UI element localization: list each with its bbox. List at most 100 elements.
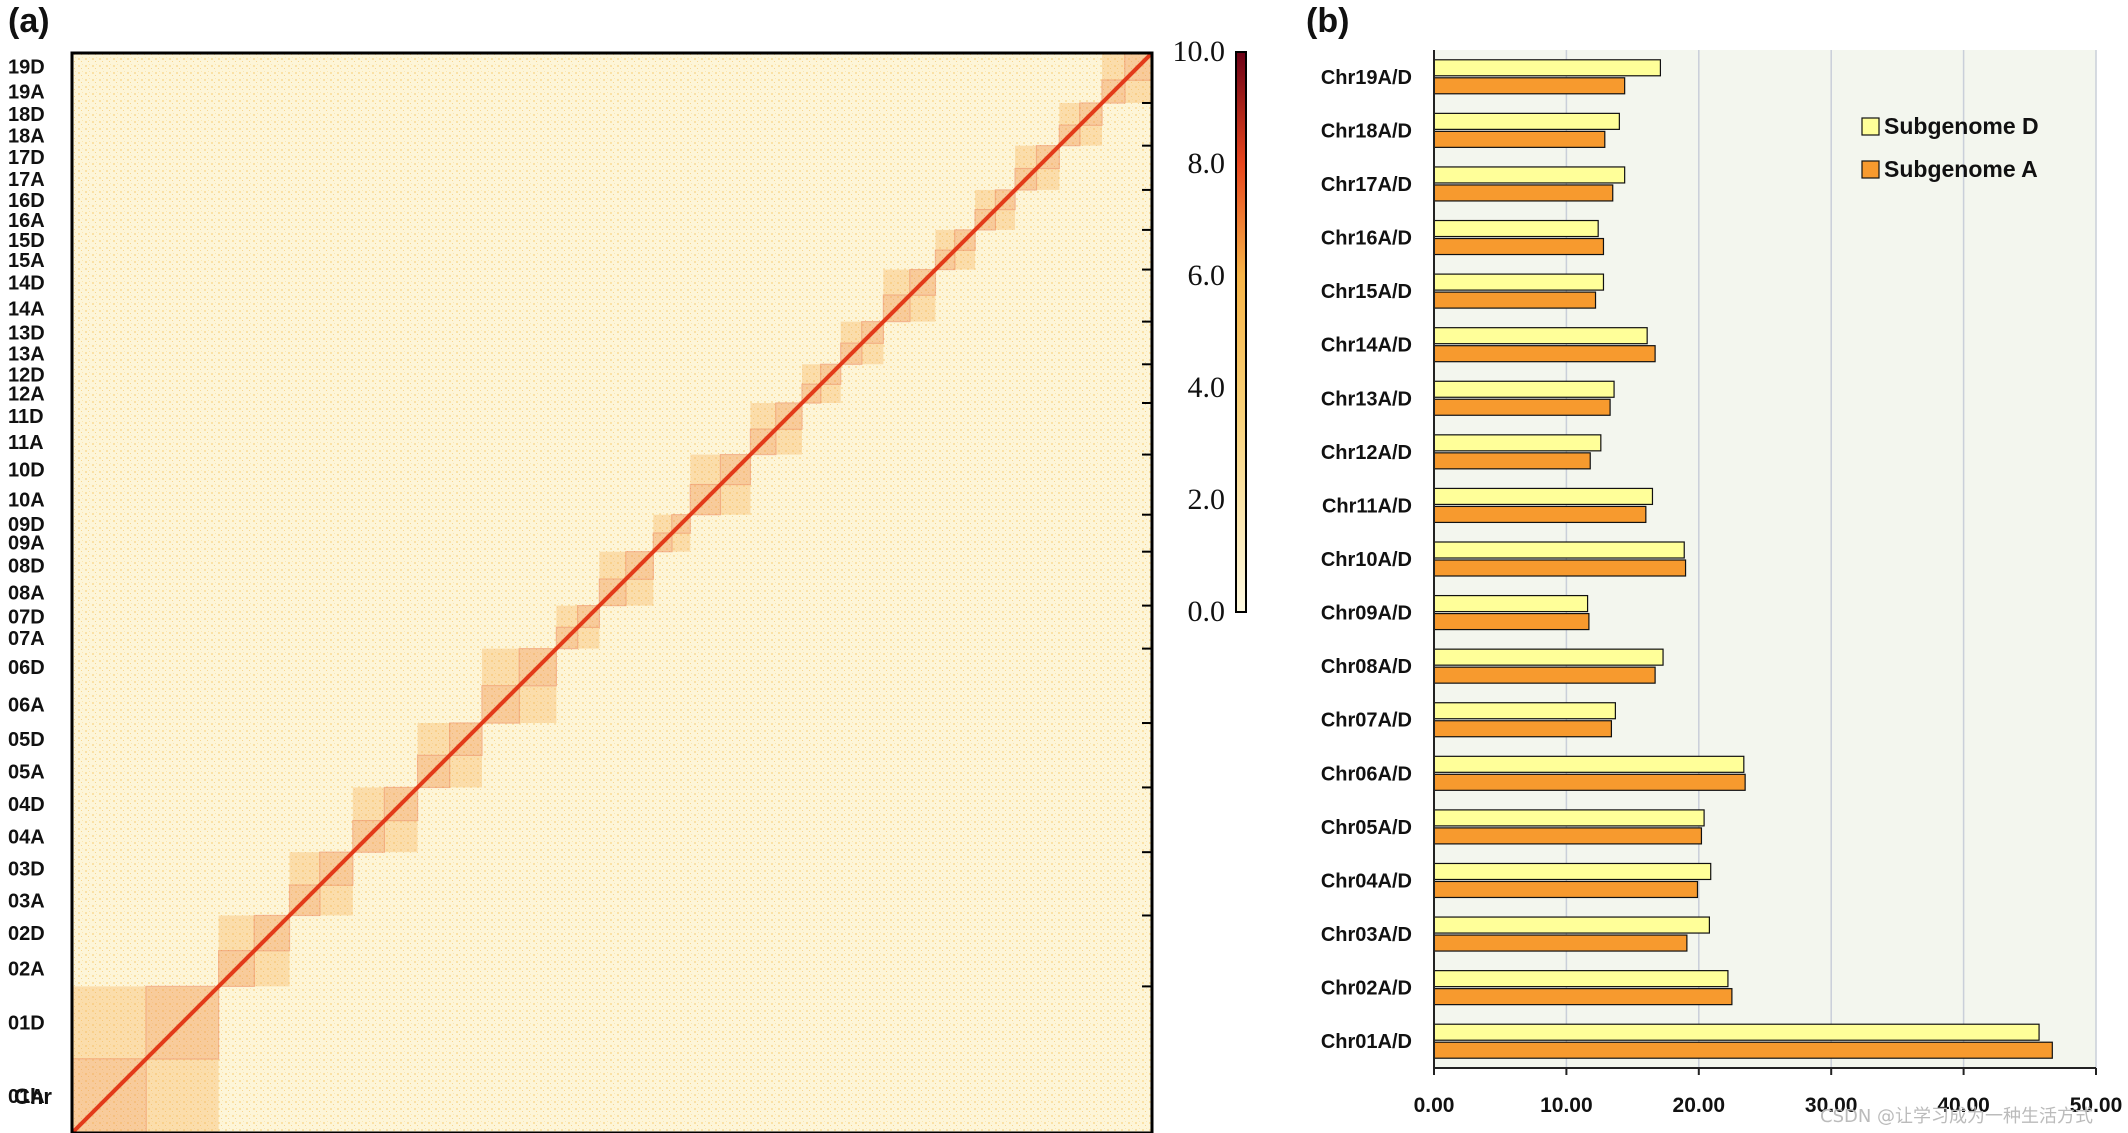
x-tick-label: 30.00 — [1805, 1094, 1858, 1117]
category-label: Chr19A/D — [1321, 67, 1412, 89]
bar-subgenome-d — [1433, 970, 1729, 988]
bar-subgenome-d — [1433, 648, 1664, 666]
bar-subgenome-a — [1433, 505, 1647, 524]
homeolog-block — [820, 384, 841, 404]
x-tick-label: 20.00 — [1673, 1094, 1726, 1117]
y-axis-label: 06A — [8, 694, 45, 716]
bar-subgenome-a — [1433, 130, 1606, 148]
bar-subgenome-a — [1433, 988, 1733, 1006]
y-axis-label: 17D — [8, 147, 45, 169]
category-label: Chr14A/D — [1321, 335, 1412, 357]
bar-subgenome-d — [1433, 755, 1745, 773]
category-label: Chr18A/D — [1321, 120, 1412, 142]
homeolog-block — [577, 627, 600, 649]
homeolog-block — [449, 755, 482, 788]
bar-subgenome-a — [1433, 291, 1597, 309]
colorbar-tick-label: 10.0 — [1173, 35, 1226, 68]
y-axis-label: 08A — [8, 582, 45, 604]
homeolog-block — [840, 321, 862, 344]
y-axis-labels: 19D19A18D18A17D17A16D16A15D15A14D14A13D1… — [8, 57, 45, 1108]
y-axis-label: 07A — [8, 628, 45, 650]
homeolog-block — [289, 852, 320, 886]
homeolog-block — [481, 648, 520, 686]
homeolog-block — [653, 514, 672, 534]
category-label: Chr06A/D — [1321, 763, 1412, 785]
homeolog-block — [417, 723, 450, 756]
heatmap-diagonal — [70, 51, 1154, 1133]
bar-subgenome-a — [1433, 77, 1626, 95]
category-label: Chr02A/D — [1321, 978, 1412, 1000]
bar-subgenome-a — [1433, 184, 1614, 202]
colorbar — [1235, 51, 1247, 613]
panel-b-label: (b) — [1306, 2, 1350, 40]
homeolog-block — [801, 364, 821, 385]
homeolog-block — [556, 605, 578, 628]
y-axis-label: 10D — [8, 460, 45, 482]
y-axis-label: 17A — [8, 169, 45, 191]
homeolog-block — [146, 1058, 219, 1133]
category-label: Chr03A/D — [1321, 924, 1412, 946]
bar-subgenome-d — [1433, 434, 1602, 452]
homeolog-block — [861, 343, 884, 365]
homeolog-block — [1079, 125, 1103, 146]
x-tick-label: 50.00 — [2070, 1094, 2123, 1117]
bar-subgenome-d — [1433, 112, 1620, 130]
heatmap-blocks — [71, 52, 1153, 1133]
y-axis-label: 04D — [8, 794, 45, 816]
chr-axis-label: Chr — [14, 1084, 52, 1109]
hic-heatmap-chart: 19D19A18D18A17D17A16D16A15D15A14D14A13D1… — [8, 35, 1247, 1133]
y-axis-label: 01A — [8, 1086, 45, 1108]
bar-subgenome-a — [1433, 559, 1687, 577]
y-axis-label: 05A — [8, 761, 45, 783]
colorbar-tick-label: 8.0 — [1188, 147, 1226, 180]
category-label: Chr11A/D — [1322, 495, 1412, 517]
bar-subgenome-a — [1433, 237, 1605, 256]
homeolog-block — [975, 189, 996, 210]
category-label: Chr01A/D — [1321, 1031, 1412, 1053]
y-axis-label: 18D — [8, 104, 45, 126]
category-label: Chr16A/D — [1321, 228, 1412, 250]
bar-subgenome-d — [1433, 702, 1616, 720]
y-axis-label: 19D — [8, 57, 45, 79]
category-label: Chr07A/D — [1321, 710, 1412, 732]
bar-subgenome-a — [1433, 720, 1613, 738]
bar-subgenome-a — [1433, 827, 1703, 845]
colorbar-tick-label: 2.0 — [1188, 483, 1226, 516]
homeolog-block — [883, 269, 910, 296]
homeolog-block — [254, 950, 290, 987]
legend-swatch — [1861, 160, 1880, 179]
y-axis-label: 11A — [8, 432, 44, 454]
category-label: Chr12A/D — [1321, 442, 1412, 464]
homeolog-block — [720, 484, 751, 515]
homeolog-block — [319, 885, 353, 916]
legend-label: Subgenome A — [1884, 156, 2038, 182]
homeolog-block — [519, 685, 557, 724]
panel-a-label: (a) — [8, 2, 50, 40]
bar-subgenome-d — [1433, 327, 1648, 345]
y-axis-label: 02D — [8, 923, 45, 945]
bar-plot-background — [1434, 50, 2096, 1068]
homeolog-block — [750, 403, 776, 430]
bar-subgenome-a — [1433, 880, 1699, 899]
homeolog-block — [775, 429, 802, 455]
homeolog-block — [218, 915, 255, 951]
homeolog-block — [935, 229, 955, 251]
bar-subgenome-d — [1433, 541, 1685, 559]
homeolog-block — [599, 551, 626, 580]
homeolog-block — [690, 454, 721, 485]
legend: Subgenome D Subgenome A — [1861, 113, 2039, 182]
y-axis-label: 15A — [8, 250, 45, 272]
bar-subgenome-a — [1433, 345, 1656, 363]
category-label: Chr04A/D — [1321, 870, 1412, 892]
colorbar-tick-label: 4.0 — [1188, 371, 1226, 404]
y-axis-label: 09A — [8, 532, 45, 554]
bar-subgenome-d — [1433, 862, 1712, 881]
y-axis-label: 12A — [8, 384, 45, 406]
bar-subgenome-d — [1433, 487, 1654, 506]
y-axis-label: 14A — [8, 298, 45, 320]
y-axis-label: 06D — [8, 657, 45, 679]
bar-subgenome-d — [1433, 594, 1589, 613]
heatmap-frame — [70, 51, 1154, 1133]
y-axis-label: 13A — [8, 344, 45, 366]
